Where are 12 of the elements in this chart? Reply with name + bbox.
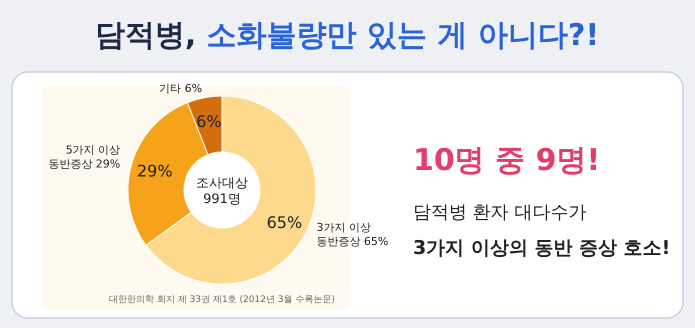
data-label: 29%	[137, 161, 173, 180]
text: 대한한의학 회지 제 33권 제1호 (2012년 3월 수록논문)	[109, 295, 335, 305]
chart-title: 담적병, 소화불량만 있는 게 아니다?!	[94, 18, 600, 53]
text: 담적병 환자 대다수가	[413, 202, 586, 223]
text: 3가지 이상의 동반 증상 호소!	[413, 237, 670, 259]
data-label: 6%	[196, 112, 222, 132]
slice-label: 5가지 이상 동반증상 29%	[48, 144, 120, 170]
slice-label: 기타 6%	[159, 82, 202, 95]
text: 10명 중 9명!	[413, 143, 600, 178]
slice-label: 3가지 이상 동반증상 65%	[316, 221, 388, 248]
text: 조사대상 991명	[196, 176, 248, 208]
data-label: 65%	[266, 212, 302, 232]
